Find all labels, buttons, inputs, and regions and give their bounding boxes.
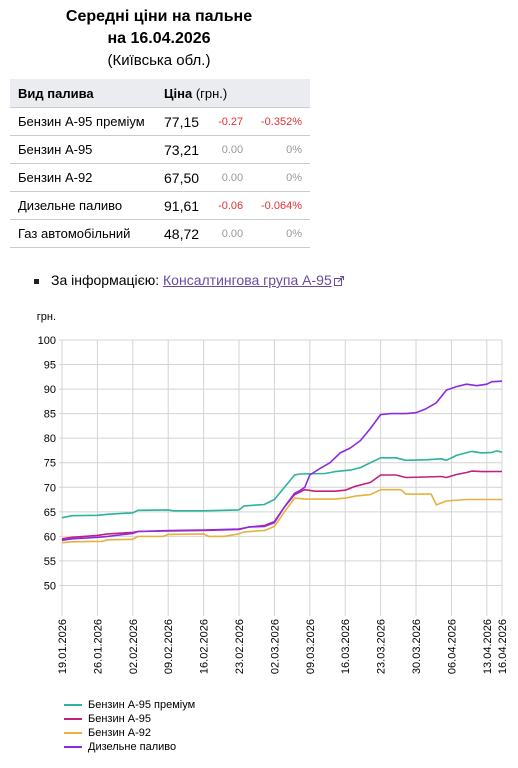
x-tick-label: 16.04.2026 [497,619,509,674]
x-tick-label: 13.04.2026 [482,619,494,674]
chart-legend: Бензин А-95 преміум Бензин А-95 Бензин А-9… [64,698,195,754]
x-tick-label: 30.03.2026 [411,619,423,674]
header-price: Ціна (грн.) [156,79,310,108]
fuel-price-chart: 19.01.2026 26.01.2026 02.02.2026 09.02.2026… [37,311,509,674]
x-tick-label: 16.03.2026 [340,619,352,674]
series-line [61,450,503,519]
fuel-name-cell: Дизельне паливо [10,191,156,220]
legend-swatch [64,746,82,748]
y-tick-label: 85 [44,409,56,421]
change-cell: 0.00 [208,163,252,192]
y-axis-label: грн. [37,311,56,323]
legend-label: Бензин А-95 преміум [88,699,196,711]
x-tick-label: 23.03.2026 [376,619,388,674]
legend-label: Бензин А-95 [88,713,151,725]
change-pct-cell: -0.064% [251,191,310,220]
source-line: За інформацією: Консалтингова група А-95 [34,272,344,288]
legend-swatch [64,732,82,734]
x-tick-label: 16.02.2026 [199,619,211,674]
price-cell: 48,72 [156,219,209,248]
change-cell: 0.00 [208,219,252,248]
x-tick-label: 09.02.2026 [163,619,175,674]
change-pct-cell: 0% [251,135,310,164]
table-row: Бензин А-95 73,21 0.00 0% [10,135,310,164]
bullet-icon [34,278,39,284]
y-tick-label: 100 [38,335,56,347]
y-tick-label: 90 [44,384,56,396]
y-tick-label: 70 [44,482,56,494]
legend-swatch [64,718,82,720]
y-tick-label: 50 [44,580,56,592]
legend-swatch [64,704,82,706]
x-tick-label: 09.03.2026 [305,619,317,674]
table-row: Газ автомобільний 48,72 0.00 0% [10,219,310,248]
table-row: Бензин А-95 преміум 77,15 -0.27 -0.352% [10,107,310,136]
fuel-name-cell: Газ автомобільний [10,219,156,248]
price-cell: 91,61 [156,191,209,220]
price-cell: 77,15 [156,107,209,136]
fuel-name-cell: Бензин А-92 [10,163,156,192]
legend-item: Бензин А-95 преміум [64,698,195,712]
header-price-unit: (грн.) [195,85,228,101]
series-line [61,488,502,544]
legend-label: Дизельне паливо [88,741,177,753]
change-pct-cell: 0% [251,219,310,248]
y-tick-label: 55 [44,556,56,568]
x-tick-label: 26.01.2026 [92,619,104,674]
price-cell: 67,50 [156,163,209,192]
x-tick-label: 06.04.2026 [446,619,458,674]
y-tick-label: 60 [44,531,56,543]
title-line-2: на 16.04.2026 [107,30,211,47]
change-pct-cell: 0% [251,163,310,192]
change-pct-cell: -0.352% [251,107,310,136]
legend-label: Бензин А-92 [88,727,151,739]
legend-item: Дизельне паливо [64,740,195,754]
table-row: Бензин А-92 67,50 0.00 0% [10,163,310,192]
price-cell: 73,21 [156,135,209,164]
source-link-text: Консалтингова група А-95 [163,272,332,288]
source-link[interactable]: Консалтингова група А-95 [163,272,344,288]
source-prefix: За інформацією: [51,272,160,288]
x-tick-label: 23.02.2026 [234,619,246,674]
x-tick-label: 02.03.2026 [269,619,281,674]
table-row: Дизельне паливо 91,61 -0.06 -0.064% [10,191,310,220]
y-tick-label: 80 [44,433,56,445]
legend-item: Бензин А-92 [64,726,195,740]
table-header-row: Вид палива Ціна (грн.) [10,79,310,108]
change-cell: -0.06 [208,191,252,220]
table-body: Бензин А-95 преміум 77,15 -0.27 -0.352% Бенз… [10,107,310,248]
fuel-prices-table: Вид палива Ціна (грн.) Бензин А-95 премі… [10,79,310,248]
y-tick-label: 65 [44,507,56,519]
y-tick-label: 95 [44,360,56,372]
y-tick-label: 75 [44,458,56,470]
fuel-name-cell: Бензин А-95 [10,135,156,164]
change-cell: 0.00 [208,135,252,164]
page-title: Середні ціни на пальне на 16.04.2026 [0,6,318,50]
region-subtitle: (Київська обл.) [107,52,211,69]
header-fuel-type: Вид палива [10,79,156,108]
x-tick-label: 02.02.2026 [128,619,140,674]
change-cell: -0.27 [208,107,252,136]
legend-item: Бензин А-95 [64,712,195,726]
title-line-1: Середні ціни на пальне [65,8,253,25]
header-price-label: Ціна [164,85,193,101]
external-link-icon [333,276,344,286]
x-tick-label: 19.01.2026 [57,619,69,674]
fuel-name-cell: Бензин А-95 преміум [10,107,156,136]
series-line [61,380,503,542]
